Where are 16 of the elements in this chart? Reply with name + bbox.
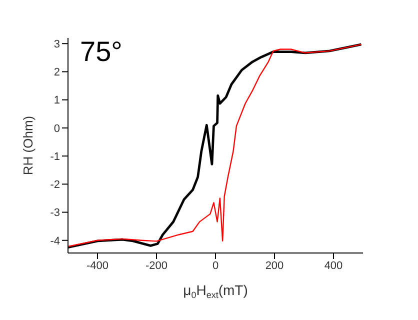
x-tick-label: -200	[145, 260, 168, 272]
x-tick-label: 0	[212, 260, 219, 272]
y-tick-label: 2	[54, 66, 60, 79]
y-axis-title: RH (Ohm)	[20, 116, 36, 176]
y-tick-label: -3	[50, 207, 60, 220]
y-tick-label: -1	[50, 150, 60, 163]
x-tick-label: 400	[324, 260, 343, 272]
y-tick-label: 1	[54, 94, 60, 107]
y-tick-label: -2	[50, 179, 60, 192]
x-tick-label: 200	[265, 260, 284, 272]
y-tick-label: -4	[50, 235, 60, 248]
y-tick-label: 3	[54, 38, 60, 51]
annotation: 75°	[80, 36, 122, 68]
x-axis-title: μ$_{0}$H$_{ext}$(mT)	[183, 282, 248, 300]
x-tick-label: -400	[86, 260, 109, 272]
y-tick-label: 0	[54, 122, 60, 135]
